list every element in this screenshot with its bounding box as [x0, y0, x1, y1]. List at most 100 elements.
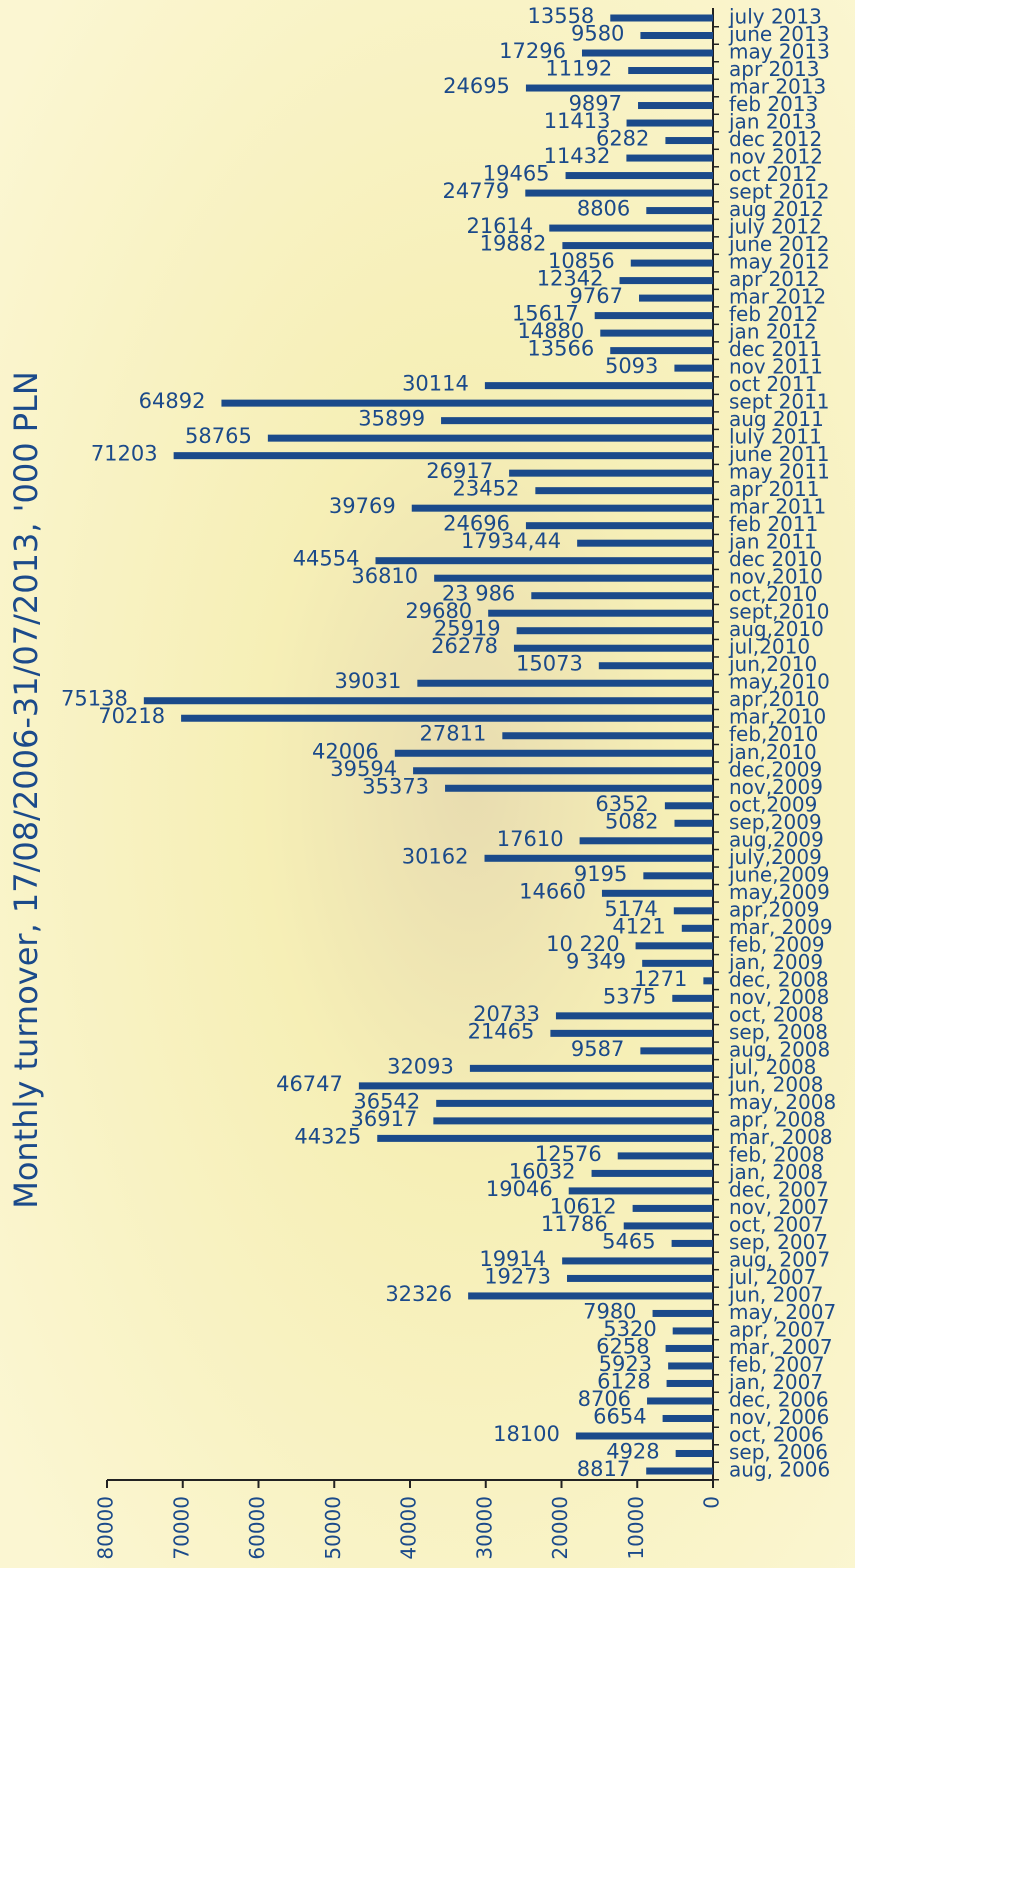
bar [412, 505, 713, 512]
value-label: 11786 [541, 1212, 608, 1236]
bar [526, 522, 713, 529]
x-tick-label: 80000 [94, 1496, 118, 1560]
value-label: 9587 [571, 1037, 624, 1061]
category-label: aug, 2006 [729, 1458, 830, 1482]
bar [376, 557, 713, 564]
value-label: 46747 [276, 1072, 343, 1096]
bar [665, 137, 713, 144]
bar [618, 1152, 713, 1159]
value-label: 44554 [293, 547, 360, 571]
x-tick-label: 70000 [169, 1496, 193, 1560]
bar [485, 382, 713, 389]
bar [631, 260, 713, 267]
value-label: 24695 [443, 74, 510, 98]
value-label: 5375 [603, 984, 656, 1008]
bar [628, 67, 713, 74]
value-label: 6654 [593, 1404, 646, 1428]
bar [181, 715, 713, 722]
bar [674, 907, 713, 914]
bar [643, 872, 713, 879]
value-label: 9580 [571, 22, 624, 46]
bar [562, 1257, 713, 1264]
value-label: 30114 [402, 372, 469, 396]
value-label: 8817 [577, 1457, 630, 1481]
bar [526, 85, 713, 92]
bar [562, 242, 713, 249]
bar [556, 1012, 713, 1019]
value-label: 71203 [91, 442, 158, 466]
bar [672, 995, 713, 1002]
bar [468, 1292, 713, 1299]
value-label: 18100 [493, 1422, 560, 1446]
bar [502, 732, 713, 739]
bar [666, 1345, 713, 1352]
bar [672, 1240, 713, 1247]
bar [682, 925, 713, 932]
bar [640, 1047, 713, 1054]
value-label: 14660 [519, 879, 586, 903]
value-label: 11192 [545, 57, 612, 81]
value-label: 5465 [602, 1229, 655, 1253]
bar [675, 820, 713, 827]
value-label: 5082 [605, 809, 658, 833]
bar [703, 977, 713, 984]
bar [549, 225, 713, 232]
bar [569, 1187, 713, 1194]
x-tick-label: 60000 [245, 1496, 269, 1560]
bar [599, 662, 713, 669]
bar [413, 767, 713, 774]
bar [600, 330, 713, 337]
bar [488, 610, 713, 617]
bar [576, 1432, 713, 1439]
bar [377, 1135, 713, 1142]
bar [595, 312, 713, 319]
bar [624, 1222, 713, 1229]
bar [633, 1205, 713, 1212]
value-label: 26278 [431, 634, 498, 658]
bar [667, 1380, 713, 1387]
value-label: 30162 [402, 844, 469, 868]
bar [436, 1100, 713, 1107]
bar [470, 1065, 713, 1072]
bar [602, 890, 713, 897]
bar [610, 347, 713, 354]
bar [647, 1397, 713, 1404]
bar [626, 155, 713, 162]
value-label: 8806 [577, 197, 630, 221]
value-label: 35899 [358, 407, 425, 431]
bar [663, 1415, 713, 1422]
bar [610, 15, 713, 22]
x-tick-label: 30000 [472, 1496, 496, 1560]
x-tick-label: 20000 [548, 1496, 572, 1560]
bar [620, 277, 713, 284]
value-label: 64892 [139, 389, 206, 413]
bar [638, 102, 713, 109]
value-label: 36810 [351, 564, 418, 588]
bar [580, 837, 713, 844]
bar [433, 1117, 713, 1124]
bar [582, 50, 713, 57]
bar [577, 540, 713, 547]
bar [417, 680, 713, 687]
value-label: 21465 [468, 1019, 535, 1043]
value-label: 32326 [385, 1282, 452, 1306]
bar [550, 1030, 713, 1037]
bar [221, 400, 713, 407]
x-tick-label: 50000 [321, 1496, 345, 1560]
bar [627, 120, 713, 127]
bar [268, 435, 713, 442]
bar [668, 1362, 713, 1369]
bar [566, 172, 713, 179]
bar [441, 417, 713, 424]
bar [653, 1310, 713, 1317]
x-tick-label: 10000 [624, 1496, 648, 1560]
bar [517, 627, 713, 634]
bar [531, 592, 713, 599]
bar [592, 1170, 713, 1177]
value-label: 11432 [544, 144, 611, 168]
bar [144, 697, 713, 704]
value-label: 39769 [329, 494, 396, 518]
value-label: 17934,44 [461, 529, 561, 553]
bar [359, 1082, 713, 1089]
bar [640, 32, 713, 39]
